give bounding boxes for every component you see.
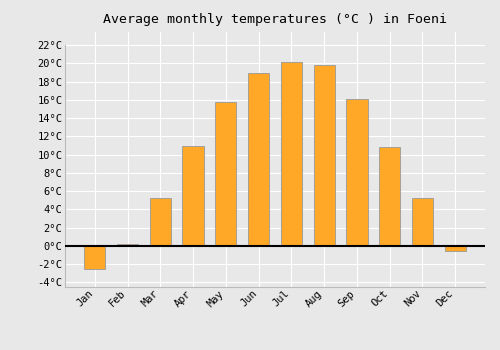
Bar xyxy=(412,198,433,246)
Title: Average monthly temperatures (°C ) in Foeni: Average monthly temperatures (°C ) in Fo… xyxy=(103,13,447,26)
Bar xyxy=(182,146,204,246)
Bar xyxy=(117,244,138,246)
Bar xyxy=(314,65,335,246)
Bar xyxy=(248,72,270,246)
Bar xyxy=(379,147,400,246)
Bar xyxy=(84,246,106,269)
Bar xyxy=(444,246,466,251)
Bar xyxy=(215,102,236,246)
Bar xyxy=(280,62,302,246)
Bar xyxy=(150,198,171,246)
Bar xyxy=(346,99,368,246)
